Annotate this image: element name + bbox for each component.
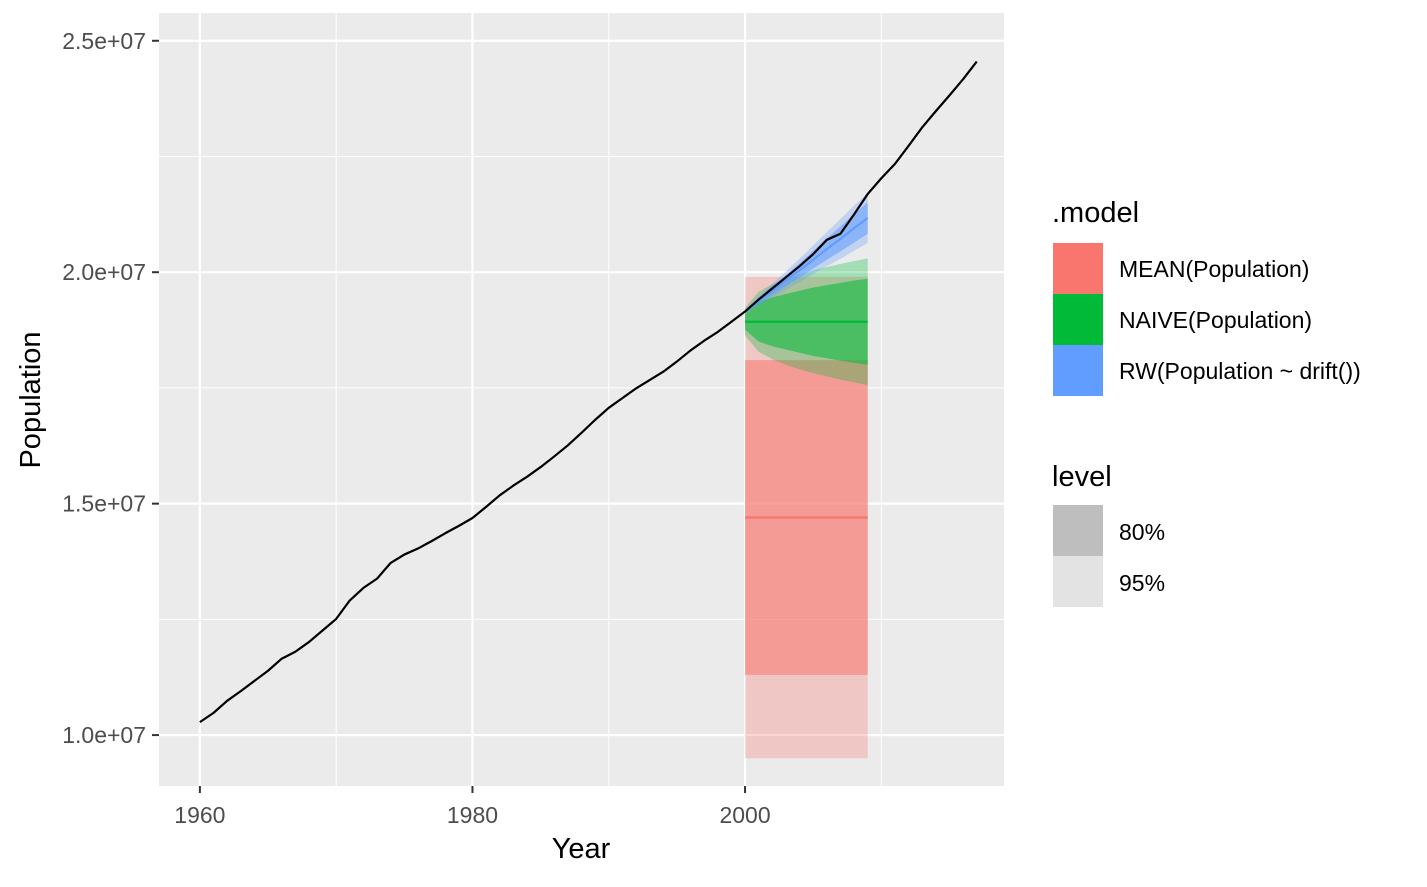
y-tick-label: 2.5e+07 <box>62 28 146 54</box>
legend-label-level-80: 80% <box>1119 519 1165 545</box>
legend-swatch-rw-population-drift <box>1053 345 1103 396</box>
legend-swatch-level-95 <box>1053 556 1103 607</box>
legend-model-title: .model <box>1052 197 1139 229</box>
legend-label-naive-population: NAIVE(Population) <box>1119 307 1312 333</box>
population-history-line <box>199 60 978 724</box>
legend-model: .model MEAN(Population) NAIVE(Population)… <box>1052 197 1361 396</box>
legend-label-rw-population-drift: RW(Population ~ drift()) <box>1119 358 1361 384</box>
legend-swatch-mean-population <box>1053 243 1103 294</box>
legend-level: level 80% 95% <box>1052 461 1165 607</box>
x-tick-label: 1960 <box>174 802 225 828</box>
y-tick-label: 1.0e+07 <box>62 722 146 748</box>
legend-swatch-naive-population <box>1053 294 1103 345</box>
y-axis-title: Population <box>15 331 47 468</box>
legend-label-mean-population: MEAN(Population) <box>1119 256 1309 282</box>
forecast-layer <box>744 193 869 759</box>
legend-label-level-95: 95% <box>1119 570 1165 596</box>
rw-population-drift-forecast-line <box>744 217 869 313</box>
history-layer <box>199 60 978 724</box>
legend-swatch-level-80 <box>1053 505 1103 556</box>
legend-level-title: level <box>1052 461 1112 493</box>
x-axis-title: Year <box>552 833 611 865</box>
axis-layer: 1960 1980 2000 1.0e+07 1.5e+07 2.0e+07 2.5e+07 <box>62 28 770 828</box>
grid-minor <box>159 13 1004 786</box>
x-tick-label: 2000 <box>719 802 770 828</box>
y-tick-label: 1.5e+07 <box>62 491 146 517</box>
x-tick-label: 1980 <box>447 802 498 828</box>
plot-panel <box>159 13 1004 786</box>
y-tick-label: 2.0e+07 <box>62 259 146 285</box>
